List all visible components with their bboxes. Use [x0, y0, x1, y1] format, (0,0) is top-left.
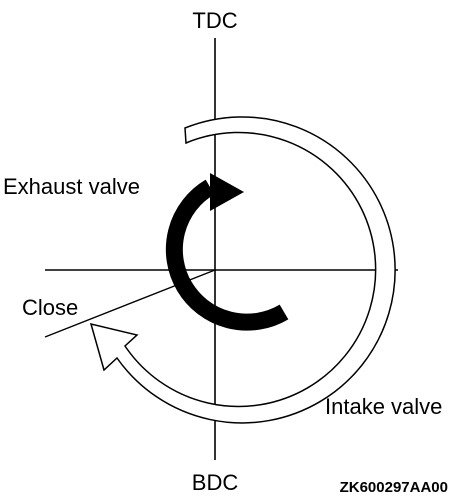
exhaust-valve-label: Exhaust valve	[3, 174, 140, 199]
close-label: Close	[22, 295, 78, 320]
figure-code: ZK600297AA00	[340, 479, 448, 496]
intake-valve-label: Intake valve	[325, 394, 442, 419]
exhaust-valve-arc	[165, 179, 289, 331]
tdc-label: TDC	[192, 8, 237, 33]
bdc-label: BDC	[192, 470, 239, 495]
intake-valve-arc	[89, 116, 396, 424]
exhaust-valve-arrowhead	[210, 173, 244, 211]
